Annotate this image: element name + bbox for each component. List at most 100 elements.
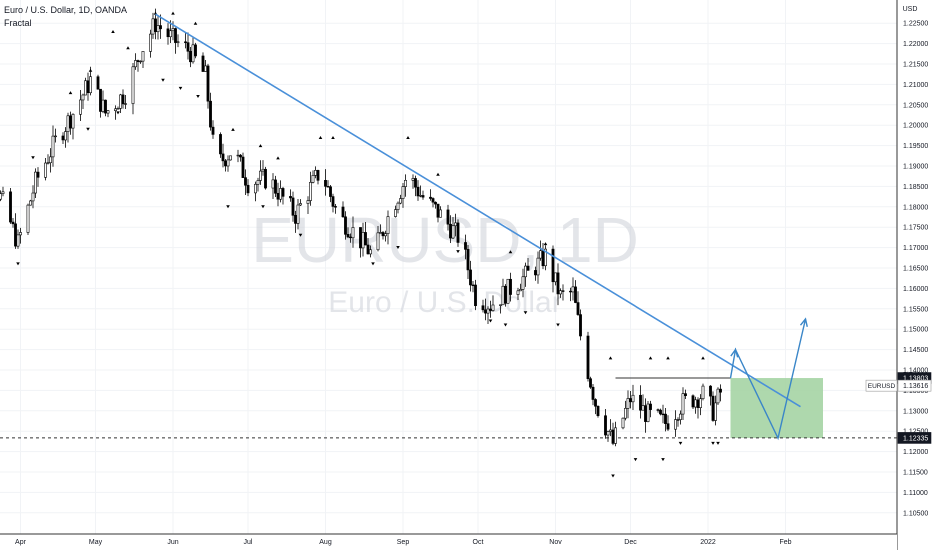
target-zone[interactable]: [730, 378, 824, 438]
y-tick-label: 1.12000: [903, 449, 928, 456]
fractal-down-marker: [396, 246, 400, 250]
candle-body: [714, 402, 717, 421]
candle-body: [694, 399, 697, 408]
x-tick-label: Apr: [15, 539, 27, 546]
candle-body: [191, 44, 195, 63]
candle-body: [604, 415, 607, 436]
candle-body: [439, 209, 442, 218]
candle-body: [554, 272, 557, 283]
candle-body: [69, 115, 72, 129]
candle-body: [589, 378, 592, 388]
candle-body: [419, 195, 422, 197]
candle-body: [631, 394, 635, 403]
candle-body: [641, 405, 645, 411]
candle-body: [209, 100, 212, 128]
candle-body: [716, 388, 720, 404]
candle-body: [26, 204, 30, 233]
candle-body: [556, 272, 560, 295]
fractal-up-marker: [508, 250, 513, 254]
chart-title: Euro / U.S. Dollar, 1D, OANDA: [4, 5, 128, 15]
candle-body: [431, 198, 435, 203]
candle-body: [591, 386, 595, 400]
projection-arrow-final: [799, 317, 808, 327]
y-tick-label: 1.11000: [903, 490, 928, 497]
candle-body: [614, 427, 617, 444]
candle-body: [644, 405, 647, 422]
x-tick-label: Jul: [244, 539, 253, 546]
x-tick-label: Nov: [549, 539, 562, 546]
x-tick-label: May: [89, 539, 103, 546]
y-tick-label: 1.18500: [903, 184, 928, 191]
x-tick-label: 2022: [700, 539, 716, 546]
y-tick-label: 1.13000: [903, 408, 928, 415]
y-tick-label: 1.19500: [903, 143, 928, 150]
fractal-down-marker: [196, 95, 200, 99]
fractal-up-marker: [276, 156, 280, 160]
candle-body: [359, 227, 362, 249]
x-tick-label: Jun: [167, 539, 178, 546]
candle-body: [121, 94, 125, 105]
candle-body: [334, 206, 337, 208]
fractal-down-marker: [523, 311, 528, 315]
fractal-up-marker: [231, 127, 235, 131]
candle-body: [386, 216, 390, 234]
candle-body: [519, 289, 522, 292]
projection-path[interactable]: [729, 318, 807, 441]
candle-body: [131, 66, 135, 104]
candle-body: [369, 249, 372, 255]
candle-body: [171, 28, 175, 32]
fractal-down-marker: [556, 323, 560, 327]
trendline[interactable]: [155, 13, 801, 408]
candle-body: [679, 413, 682, 420]
candle-body: [699, 398, 702, 408]
candle-body: [34, 171, 37, 194]
candle-body: [466, 249, 470, 271]
candle-body: [376, 232, 380, 251]
candle-body: [124, 103, 127, 105]
candle-body: [646, 403, 650, 422]
x-tick-label: Dec: [624, 539, 637, 546]
candle-body: [399, 198, 402, 204]
fractal-down-marker: [661, 458, 665, 462]
candle-body: [206, 65, 210, 102]
fractal-down-marker: [31, 156, 35, 160]
projection-arrow-first: [730, 348, 739, 358]
candle-body: [499, 304, 502, 306]
y-tick-label: 1.21500: [903, 62, 928, 69]
y-tick-label: 1.10500: [903, 510, 928, 517]
x-tick-label: Feb: [779, 539, 791, 546]
candle-body: [676, 419, 680, 421]
fractal-up-marker: [406, 136, 410, 140]
candle-body: [396, 202, 400, 210]
candle-body: [101, 99, 105, 112]
candle-body: [509, 278, 512, 295]
candle-body: [446, 209, 450, 225]
candle-body: [314, 170, 317, 176]
candle-body: [411, 178, 415, 181]
time-scale[interactable]: [0, 534, 897, 550]
candle-body: [521, 276, 525, 290]
candle-body: [229, 155, 232, 161]
candle-body: [294, 215, 297, 224]
candle-body: [114, 108, 117, 111]
fractal-up-marker: [126, 46, 130, 50]
candle-body: [244, 177, 247, 186]
fractal-up-marker: [436, 172, 440, 176]
candle-body: [491, 304, 495, 311]
candle-body: [551, 248, 555, 283]
y-tick-label: 1.19000: [903, 164, 928, 171]
candle-body: [609, 429, 612, 432]
candle-body: [71, 113, 75, 129]
price-scale[interactable]: [897, 0, 932, 550]
candle-body: [256, 180, 260, 185]
candle-body: [166, 28, 170, 38]
candle-body: [84, 80, 87, 96]
y-tick-label: 1.16500: [903, 266, 928, 273]
candle-body: [316, 170, 320, 181]
candle-body: [469, 269, 472, 286]
candle-body: [299, 203, 302, 206]
candle-body: [674, 419, 677, 430]
watermark-name: Euro / U.S. Dollar: [328, 286, 561, 319]
